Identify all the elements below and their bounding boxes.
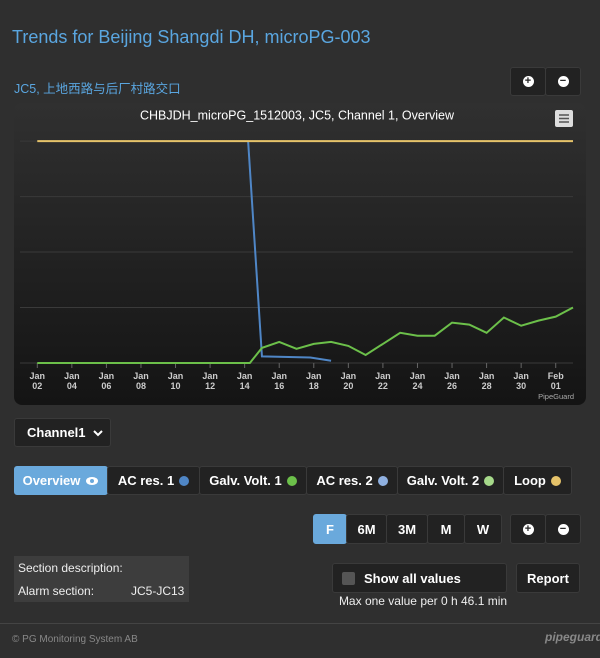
checkbox-label: Show all values	[364, 570, 461, 586]
x-tick-label: Feb 01	[547, 371, 564, 391]
legend-label: Galv. Volt. 1	[209, 473, 282, 488]
zoom-out[interactable]: −	[545, 67, 581, 96]
footer-divider	[0, 623, 600, 624]
x-tick-label: Jan 22	[375, 371, 391, 391]
legend-dot	[550, 475, 561, 486]
x-tick-label: Jan 20	[340, 371, 357, 391]
x-tick-label: Jan 12	[202, 371, 218, 391]
x-tick-label: Jan 10	[167, 371, 184, 391]
toggle-overview[interactable]: Overview	[14, 466, 108, 495]
legend-toggle[interactable]: Loop	[503, 466, 572, 495]
checkbox[interactable]	[342, 571, 355, 585]
chart-credit: PipeGuard	[538, 392, 574, 401]
toggle-label: Overview	[22, 473, 81, 488]
x-tick-label: Jan 08	[133, 371, 149, 391]
legend-toggle[interactable]: AC res. 1	[107, 466, 200, 495]
x-tick-label: Jan 14	[236, 371, 253, 391]
chart-title: CHBJDH_microPG_1512003, JC5, Channel 1, …	[140, 108, 455, 122]
legend-toggle[interactable]: AC res. 2	[306, 466, 398, 495]
menu-icon	[559, 114, 569, 123]
chevron	[92, 429, 103, 436]
channel-label: Channel1	[27, 425, 86, 440]
page-title: Trends for Beijing Shangdi DH, microPG-0…	[12, 27, 371, 47]
x-tick-label: Jan 26	[444, 371, 460, 391]
zoom-in[interactable]: +	[510, 67, 546, 96]
x-tick-label: Jan 18	[306, 371, 322, 391]
x-tick-label: Jan 06	[98, 371, 115, 391]
legend-dot	[377, 475, 388, 486]
series-line	[37, 306, 574, 364]
x-tick-label: Jan 28	[478, 371, 495, 391]
alarm-label: Alarm section:	[18, 584, 95, 598]
range-button[interactable]: F	[313, 514, 347, 544]
alarm-value: JC5-JC13	[131, 584, 185, 598]
section-description: Section description:	[18, 561, 123, 575]
legend-label: AC res. 2	[316, 473, 373, 488]
legend-dot	[484, 475, 495, 486]
eye-icon	[86, 476, 99, 485]
report-label: Report	[527, 570, 569, 586]
range-button[interactable]: M	[427, 514, 465, 544]
legend-toggle[interactable]: Galv. Volt. 2	[397, 466, 504, 495]
max-value-note: Max one value per 0 h 46.1 min	[338, 594, 508, 608]
legend-toggle[interactable]: Galv. Volt. 1	[199, 466, 307, 495]
legend-dot	[179, 475, 190, 486]
section-box: Section description: Alarm section: JC5-…	[14, 556, 189, 602]
channel-select[interactable]: Channel1	[14, 418, 111, 447]
chart-area: CHBJDH_microPG_1512003, JC5, Channel 1, …	[14, 103, 586, 405]
copyright: © PG Monitoring System AB	[12, 634, 138, 645]
subtitle: JC5, 上地西路与后厂村路交口	[14, 82, 181, 96]
zoom-in[interactable]: +	[510, 514, 546, 544]
legend-label: AC res. 1	[117, 473, 175, 488]
x-tick-label: Jan 02	[29, 371, 46, 391]
legend-label: Loop	[514, 473, 546, 488]
logo: pipeguard	[545, 630, 600, 644]
show-all-values[interactable]: Show all values	[332, 563, 507, 593]
legend-label: Galv. Volt. 2	[406, 473, 480, 488]
range-button[interactable]: 3M	[386, 514, 428, 544]
chart: CHBJDH_microPG_1512003, JC5, Channel 1, …	[20, 108, 574, 401]
zoom-out[interactable]: −	[545, 514, 581, 544]
series-line	[247, 141, 332, 362]
report-button[interactable]: Report	[516, 563, 580, 593]
range-button[interactable]: W	[464, 514, 502, 544]
x-tick-label: Jan 24	[409, 371, 426, 391]
legend-dot	[286, 475, 297, 486]
x-tick-label: Jan 16	[271, 371, 287, 391]
x-tick-label: Jan 30	[513, 371, 529, 391]
x-tick-label: Jan 04	[64, 371, 80, 391]
range-button[interactable]: 6M	[346, 514, 387, 544]
